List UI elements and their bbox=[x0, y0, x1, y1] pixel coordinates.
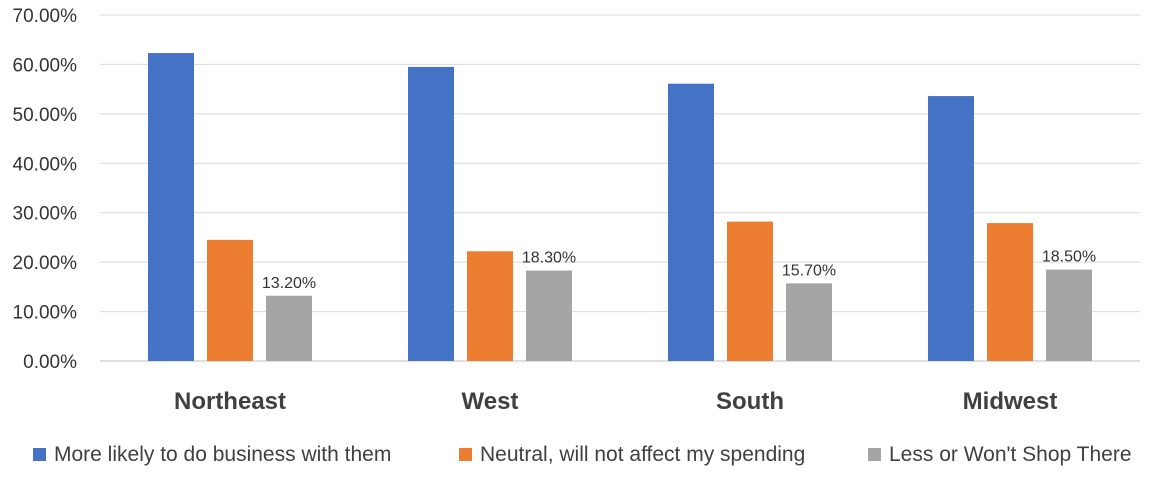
bar-northeast-series-2 bbox=[207, 239, 253, 361]
legend-swatch bbox=[868, 448, 881, 461]
bar-south-series-3 bbox=[786, 283, 832, 361]
legend-label: Neutral, will not affect my spending bbox=[480, 443, 805, 466]
y-tick-label: 20.00% bbox=[13, 253, 78, 274]
category-label: West bbox=[462, 388, 519, 415]
data-label: 18.30% bbox=[522, 250, 576, 267]
y-tick-label: 30.00% bbox=[13, 204, 78, 225]
y-tick-label: 0.00% bbox=[23, 352, 77, 373]
legend-swatch bbox=[459, 448, 472, 461]
bar-northeast-series-1 bbox=[148, 53, 194, 362]
x-axis-categories: Northeast West South Midwest bbox=[174, 388, 1057, 415]
bars bbox=[148, 53, 1092, 362]
y-tick-label: 40.00% bbox=[13, 154, 78, 175]
bar-midwest-series-3 bbox=[1046, 269, 1092, 361]
bar-west-series-1 bbox=[408, 66, 454, 362]
bar-northeast-series-3 bbox=[266, 295, 312, 361]
category-label: Northeast bbox=[174, 388, 286, 415]
legend-swatch bbox=[33, 448, 46, 461]
y-tick-label: 70.00% bbox=[13, 6, 78, 27]
category-label: South bbox=[716, 388, 784, 415]
legend-label: More likely to do business with them bbox=[54, 443, 391, 466]
category-label: Midwest bbox=[963, 388, 1058, 415]
y-tick-label: 60.00% bbox=[13, 55, 78, 76]
data-label: 13.20% bbox=[262, 275, 316, 292]
bar-west-series-3 bbox=[526, 270, 572, 361]
bar-south-series-2 bbox=[727, 221, 773, 361]
gridlines bbox=[100, 14, 1140, 362]
y-axis-ticks: 0.00% 10.00% 20.00% 30.00% 40.00% 50.00% 60.00… bbox=[13, 6, 78, 373]
legend: More likely to do business with them Neut… bbox=[33, 443, 1132, 466]
data-label: 15.70% bbox=[782, 262, 836, 279]
bar-south-series-1 bbox=[668, 83, 714, 361]
data-labels: 13.20% 18.30% 15.70% 18.50% bbox=[262, 249, 1096, 292]
bar-midwest-series-2 bbox=[987, 223, 1033, 361]
y-tick-label: 50.00% bbox=[13, 105, 78, 126]
y-tick-label: 10.00% bbox=[13, 303, 78, 324]
data-label: 18.50% bbox=[1042, 249, 1096, 266]
bar-midwest-series-1 bbox=[928, 96, 974, 361]
bar-west-series-2 bbox=[467, 251, 513, 361]
legend-label: Less or Won't Shop There bbox=[889, 443, 1132, 466]
